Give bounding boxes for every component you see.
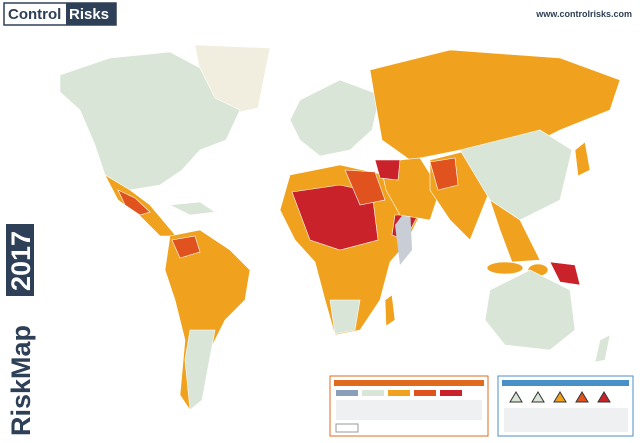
icon: [553, 391, 567, 403]
title-year-box: [6, 224, 34, 296]
legend-left: [329, 375, 489, 437]
title: RiskMap 2017: [6, 224, 36, 436]
legend-right: [497, 375, 634, 437]
north-america: [59, 51, 241, 191]
logo-box: [66, 3, 116, 25]
logo-right: Risks: [69, 6, 109, 23]
madagascar: [384, 294, 396, 327]
swatch: [336, 390, 358, 396]
swatch: [362, 390, 384, 396]
new-zealand: [594, 334, 611, 363]
europe: [289, 79, 381, 157]
legend-item: [335, 423, 359, 433]
southern-cone: [184, 329, 216, 411]
icon: [509, 391, 523, 403]
venezuela-colombia: [171, 235, 201, 259]
legend-text-block: [336, 400, 482, 420]
logo-left: Control: [8, 6, 61, 23]
world: [59, 44, 621, 411]
southeast-asia: [489, 199, 541, 263]
swatch: [414, 390, 436, 396]
title-word: RiskMap: [6, 325, 36, 436]
sahel: [291, 184, 379, 251]
url: www.controlrisks.com: [535, 9, 632, 19]
indonesia-west: [486, 261, 524, 275]
icon: [531, 391, 545, 403]
afghanistan-pakistan: [429, 157, 459, 191]
legend-header: [334, 380, 484, 386]
caribbean: [168, 201, 216, 216]
australia: [484, 269, 576, 351]
libya-egypt: [344, 169, 386, 206]
icon: [575, 391, 589, 403]
mexico-red: [117, 189, 151, 216]
png: [549, 261, 581, 286]
legend-text-block: [504, 408, 628, 432]
swatch: [388, 390, 410, 396]
swatch: [440, 390, 462, 396]
title-year: 2017: [6, 231, 36, 291]
logo: Control Risks: [3, 2, 117, 26]
syria-iraq: [374, 159, 401, 181]
piracy-zone: [395, 205, 412, 265]
southern-africa: [329, 299, 361, 335]
south-america: [164, 229, 251, 411]
icon: [597, 391, 611, 403]
japan: [574, 141, 591, 177]
legend-header: [502, 380, 629, 386]
